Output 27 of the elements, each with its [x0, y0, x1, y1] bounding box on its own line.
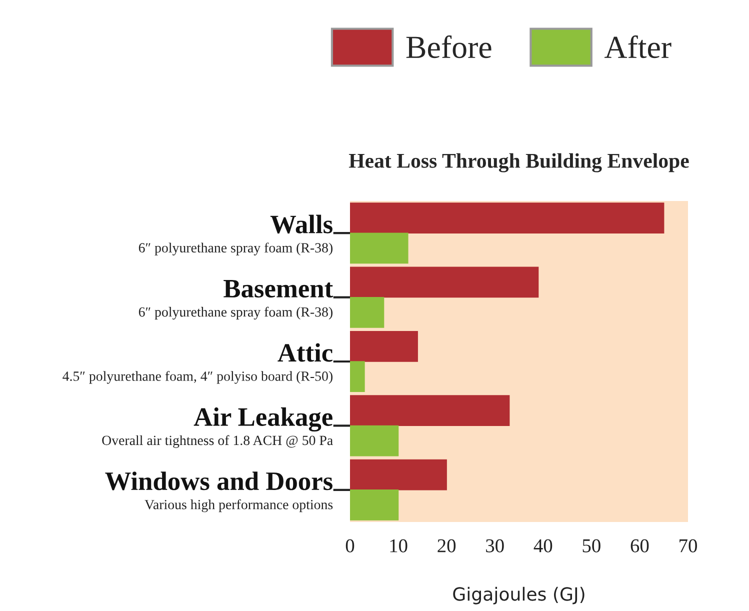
bar — [350, 296, 384, 328]
x-tick-label: 50 — [582, 539, 600, 552]
y-tick-label: Attic 4.5″ polyurethane foam, 4″ polyiso board (R-50) — [62, 343, 332, 384]
bar — [350, 425, 399, 456]
y-tick-label: Windows and Doors Various high performance options — [105, 472, 333, 512]
chart-title: Heat Loss Through Building Envelope — [348, 153, 689, 172]
y-tick-label: Walls 6″ polyurethane spray foam (R-38) — [138, 214, 332, 256]
legend-label: Before — [406, 35, 492, 58]
bar — [350, 459, 447, 490]
x-tick-label: 30 — [486, 539, 504, 552]
x-tick-label: 40 — [534, 539, 552, 552]
bar — [350, 330, 418, 362]
x-tick-label: 10 — [390, 539, 408, 552]
y-tick-label: Basement 6″ polyurethane spray foam (R-38) — [138, 280, 333, 320]
x-tick-label: 60 — [630, 539, 649, 552]
x-tick-label: 0 — [346, 539, 354, 552]
y-tick-label: Air Leakage Overall air tightness of 1.8 ACH @ 50 Pa — [102, 407, 333, 448]
legend-label: After — [604, 35, 672, 58]
x-axis-title: Gigajoules (GJ) — [453, 586, 584, 604]
bar — [350, 490, 399, 520]
x-tick-label: 70 — [680, 539, 697, 552]
bar — [350, 202, 664, 234]
bar — [350, 395, 510, 426]
x-tick-label: 20 — [438, 539, 456, 552]
bar — [350, 232, 408, 264]
bar — [350, 361, 365, 392]
bar — [350, 266, 539, 298]
